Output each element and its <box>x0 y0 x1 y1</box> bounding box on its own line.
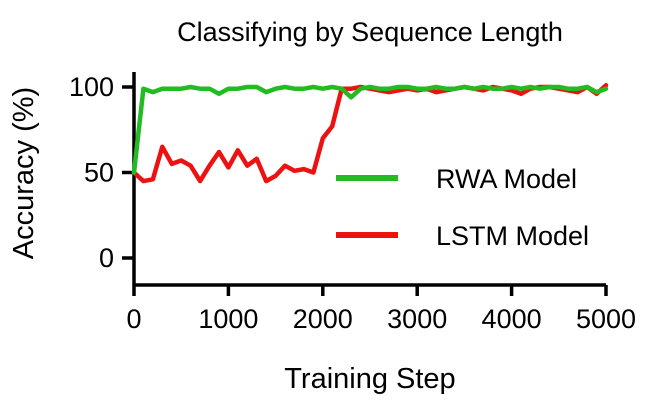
x-tick-label: 5000 <box>576 304 636 334</box>
x-tick-label: 4000 <box>482 304 542 334</box>
x-tick-label: 2000 <box>293 304 353 334</box>
legend-label-lstm-model: LSTM Model <box>436 221 589 251</box>
y-tick-label: 100 <box>69 72 114 102</box>
x-tick-label: 3000 <box>387 304 447 334</box>
y-tick-label: 50 <box>84 158 114 188</box>
series-line-rwa-model <box>131 84 609 175</box>
chart-title: Classifying by Sequence Length <box>177 17 563 47</box>
x-tick-label: 1000 <box>198 304 258 334</box>
y-tick-label: 0 <box>99 243 114 273</box>
legend-label-rwa-model: RWA Model <box>436 164 577 194</box>
y-axis-label: Accuracy (%) <box>8 87 40 259</box>
x-axis-label: Training Step <box>284 363 455 395</box>
x-tick-label: 0 <box>126 304 141 334</box>
